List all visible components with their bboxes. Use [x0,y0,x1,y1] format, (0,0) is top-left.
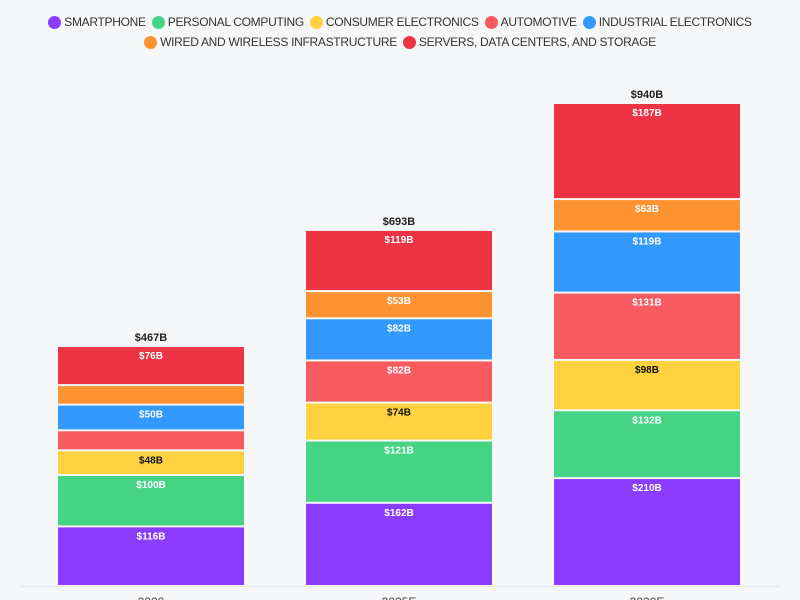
segment-label: $82B [387,365,411,376]
bar-segment [554,104,740,199]
total-label: $467B [135,332,167,344]
segment-label: $100B [136,480,165,491]
bar-segment [58,476,244,526]
bar-segment [306,319,492,360]
legend-item[interactable]: CONSUMER ELECTRONICS [309,15,479,29]
segment-label: $162B [384,508,413,519]
segment-label: $119B [385,235,414,246]
segment-label: $132B [632,415,661,426]
bar-segment [554,200,740,231]
legend-label: WIRED AND WIRELESS INFRASTRUCTURE [160,35,397,49]
bar-segment [58,527,244,585]
legend-item[interactable]: WIRED AND WIRELESS INFRASTRUCTURE [144,35,397,49]
bar-segment [554,411,740,478]
segment-label: $187B [632,108,661,119]
x-tick-label: 2025E [382,595,417,600]
segment-label: $119B [633,236,662,247]
legend-item[interactable]: AUTOMOTIVE [484,15,577,29]
segment-label: $131B [632,298,661,309]
legend-row: WIRED AND WIRELESS INFRASTRUCTURE SERVERS… [0,32,800,52]
x-tick-label: 2020 [138,595,165,600]
segment-label: $74B [387,408,411,419]
segment-label: $210B [632,483,661,494]
bar-segment [58,405,244,430]
legend-marker-icon [582,15,596,29]
total-label: $940B [631,89,663,101]
segment-label: $63B [635,204,659,215]
legend-label: AUTOMOTIVE [500,15,577,29]
segment-label: $53B [387,296,411,307]
bar-segment [554,232,740,292]
legend-marker-icon [144,35,158,49]
legend-marker-icon [402,35,416,49]
bar-segment [306,441,492,502]
legend-label: SMARTPHONE [64,15,146,29]
legend-label: PERSONAL COMPUTING [167,15,304,29]
segment-label: $48B [139,455,163,466]
legend-row: SMARTPHONE PERSONAL COMPUTING CONSUMER ELE… [0,12,800,32]
legend-marker-icon [48,15,62,29]
legend-label: CONSUMER ELECTRONICS [325,15,479,29]
bar-segment [58,431,244,450]
bar-segment [306,230,492,291]
segment-label: $98B [635,365,659,376]
legend-item[interactable]: SERVERS, DATA CENTERS, AND STORAGE [402,35,656,49]
legend: SMARTPHONE PERSONAL COMPUTING CONSUMER ELE… [0,12,800,52]
bar-segment [306,403,492,440]
legend-marker-icon [309,15,323,29]
legend-label: SERVERS, DATA CENTERS, AND STORAGE [418,35,656,49]
segment-label: $121B [384,446,413,457]
bar-segment [554,360,740,410]
legend-marker-icon [484,15,498,29]
bar-segment [58,451,244,475]
bar-segment [306,292,492,318]
segment-label: $76B [139,351,163,362]
bar-segment [58,347,244,385]
x-tick-label: 2030E [630,595,665,600]
segment-label: $116B [137,531,166,542]
legend-label: INDUSTRIAL ELECTRONICS [598,15,752,29]
bar-segment [58,386,244,404]
segment-label: $82B [387,323,411,334]
bar-segment [306,361,492,402]
bar-segment [306,503,492,585]
legend-marker-icon [151,15,165,29]
legend-item[interactable]: SMARTPHONE [48,15,146,29]
legend-item[interactable]: INDUSTRIAL ELECTRONICS [582,15,752,29]
total-label: $693B [383,216,415,228]
segment-label: $50B [139,410,163,421]
bar-segment [554,479,740,585]
bar-segment [554,293,740,359]
legend-item[interactable]: PERSONAL COMPUTING [151,15,304,29]
